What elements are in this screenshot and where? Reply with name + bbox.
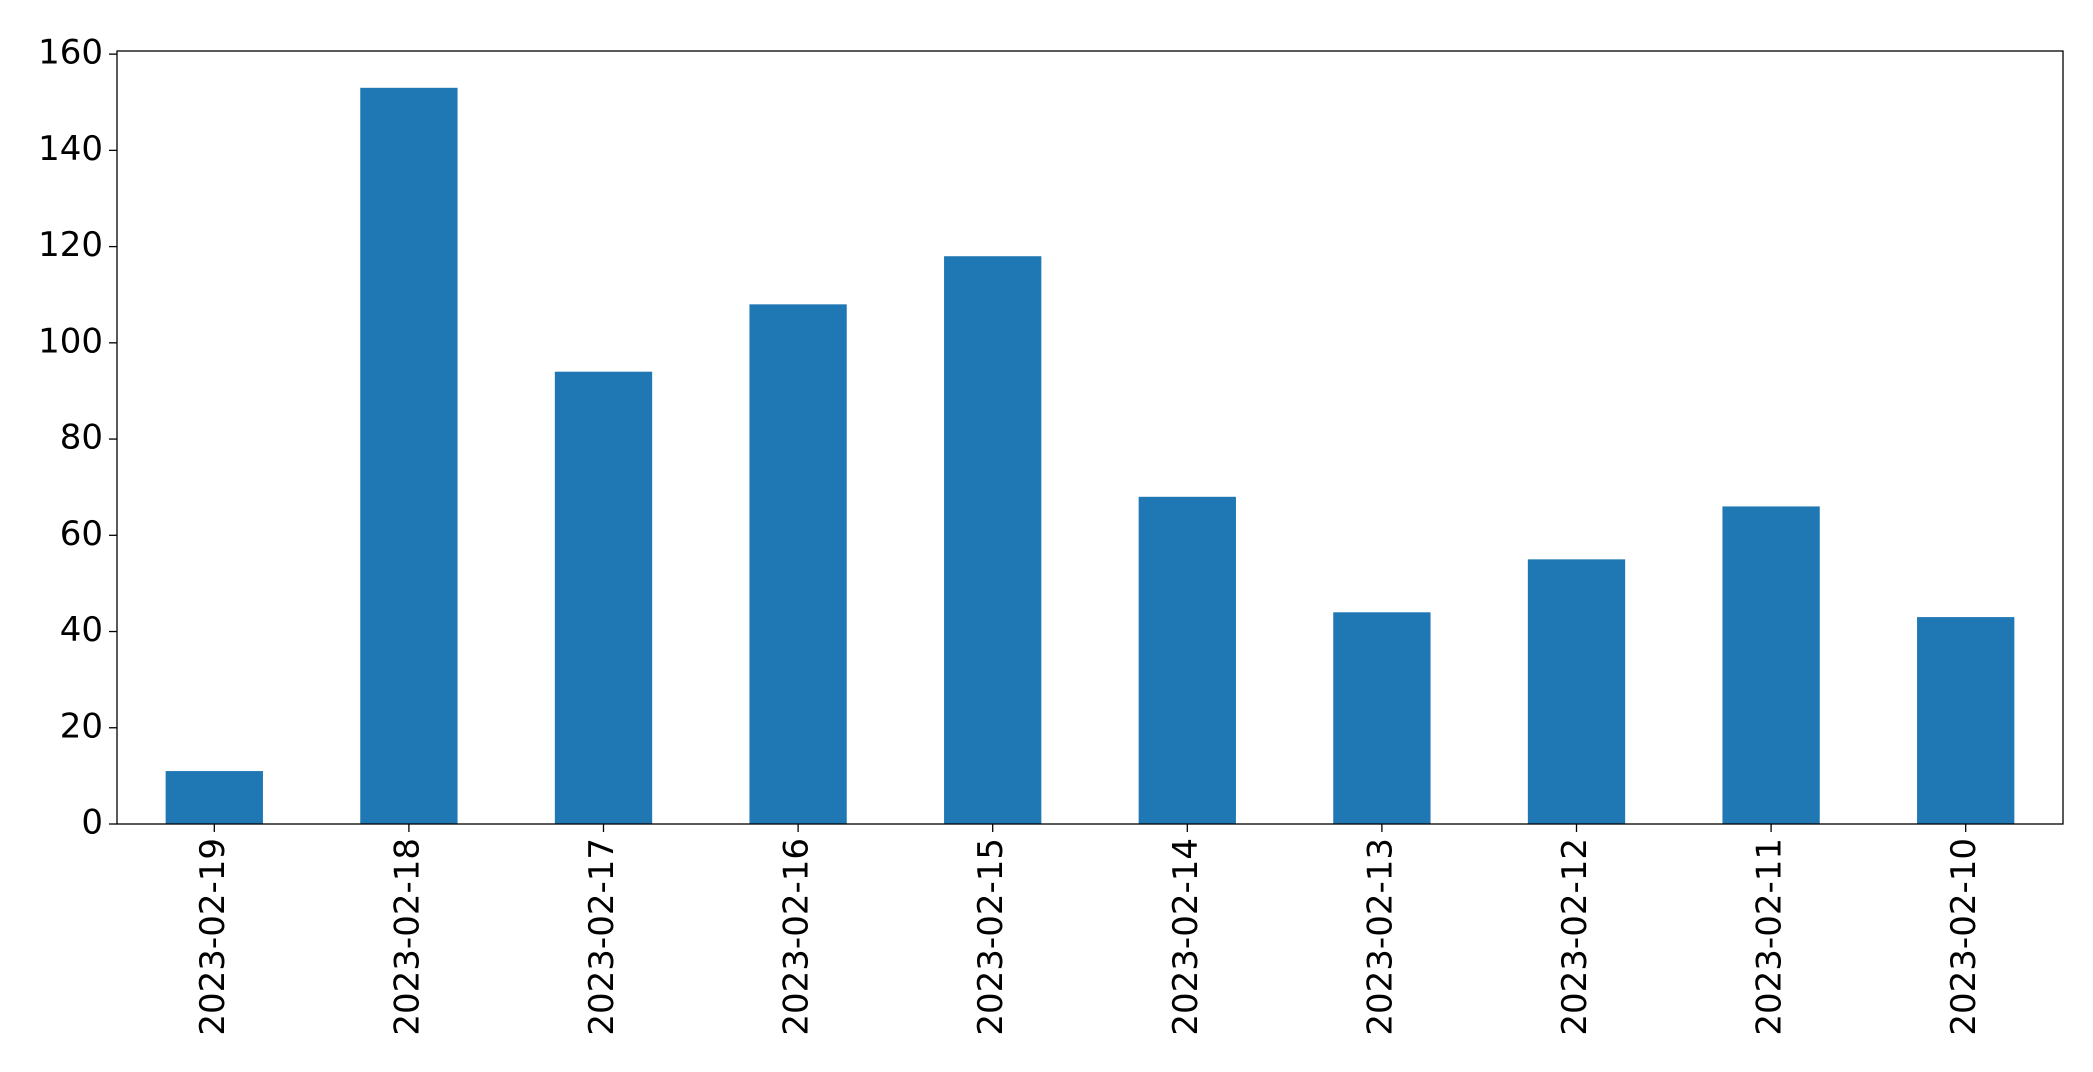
y-tick-label: 160 [38,33,103,73]
bar [1917,617,2015,824]
y-tick-label: 100 [38,321,103,361]
plot-frame [116,50,2064,825]
y-tick-label: 60 [60,514,103,554]
y-tick-label: 20 [60,706,103,746]
y-tick-label: 0 [81,803,103,843]
y-tick-label: 140 [38,129,103,169]
x-tick-label: 2023-02-15 [971,838,1011,1036]
bar [360,87,458,825]
x-tick-label: 2023-02-13 [1360,838,1400,1036]
bar [165,771,263,824]
bar [944,256,1042,824]
bar [1722,506,1820,824]
x-tick-label: 2023-02-19 [193,838,233,1036]
x-tick-label: 2023-02-16 [777,838,817,1036]
x-tick-label: 2023-02-14 [1166,838,1206,1036]
bar [554,371,653,824]
bar [1333,612,1431,824]
x-tick-label: 2023-02-10 [1944,838,1984,1036]
bar [749,304,847,824]
x-tick-label: 2023-02-11 [1750,838,1790,1036]
bar [1138,496,1236,824]
y-tick-label: 40 [60,610,103,650]
y-tick-label: 120 [38,225,103,265]
x-tick-label: 2023-02-12 [1555,838,1595,1036]
y-tick-label: 80 [60,418,103,458]
bar [1527,559,1626,824]
x-tick-label: 2023-02-17 [582,838,622,1036]
x-tick-label: 2023-02-18 [387,838,427,1036]
